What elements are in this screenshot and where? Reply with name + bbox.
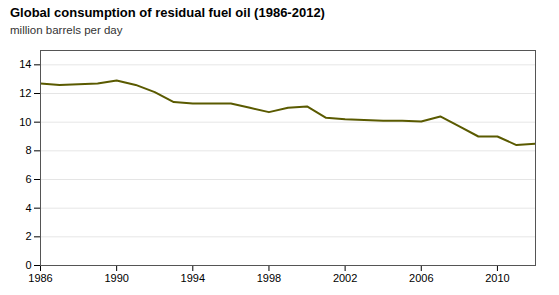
svg-text:4: 4 [25, 202, 31, 214]
svg-text:6: 6 [25, 173, 31, 185]
svg-text:12: 12 [19, 87, 31, 99]
svg-text:1998: 1998 [257, 272, 281, 284]
svg-text:2: 2 [25, 230, 31, 242]
svg-text:14: 14 [19, 58, 31, 70]
html-text:Global consumption of residual: Global consumption of residual fuel oil … [10, 5, 325, 20]
svg-text:10: 10 [19, 116, 31, 128]
html-text:million barrels per day: million barrels per day [10, 24, 123, 36]
svg-text:1986: 1986 [28, 272, 52, 284]
svg-text:1994: 1994 [181, 272, 205, 284]
svg-text:2010: 2010 [485, 272, 509, 284]
svg-text:2006: 2006 [409, 272, 433, 284]
svg-text:0: 0 [25, 259, 31, 271]
svg-text:2002: 2002 [333, 272, 357, 284]
svg-text:1990: 1990 [104, 272, 128, 284]
svg-text:8: 8 [25, 144, 31, 156]
